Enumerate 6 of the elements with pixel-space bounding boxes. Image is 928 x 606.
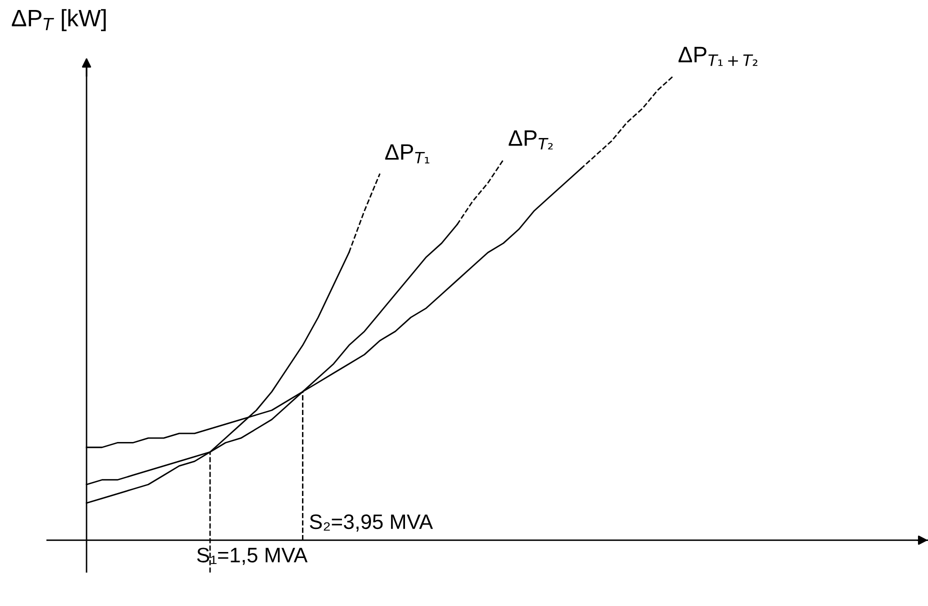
series-label: ΔP$_{T₁}$	[385, 144, 430, 164]
text: S₁=1,5 MVA	[197, 548, 308, 565]
annotation: S₂=3,95 MVA	[310, 514, 433, 532]
y-axis-title: ΔP$_{T}$ [kW]	[12, 9, 106, 32]
series-label: ΔP$_{T₁+T₂}$	[678, 46, 758, 66]
series-label: ΔP$_{T₂}$	[508, 130, 553, 150]
